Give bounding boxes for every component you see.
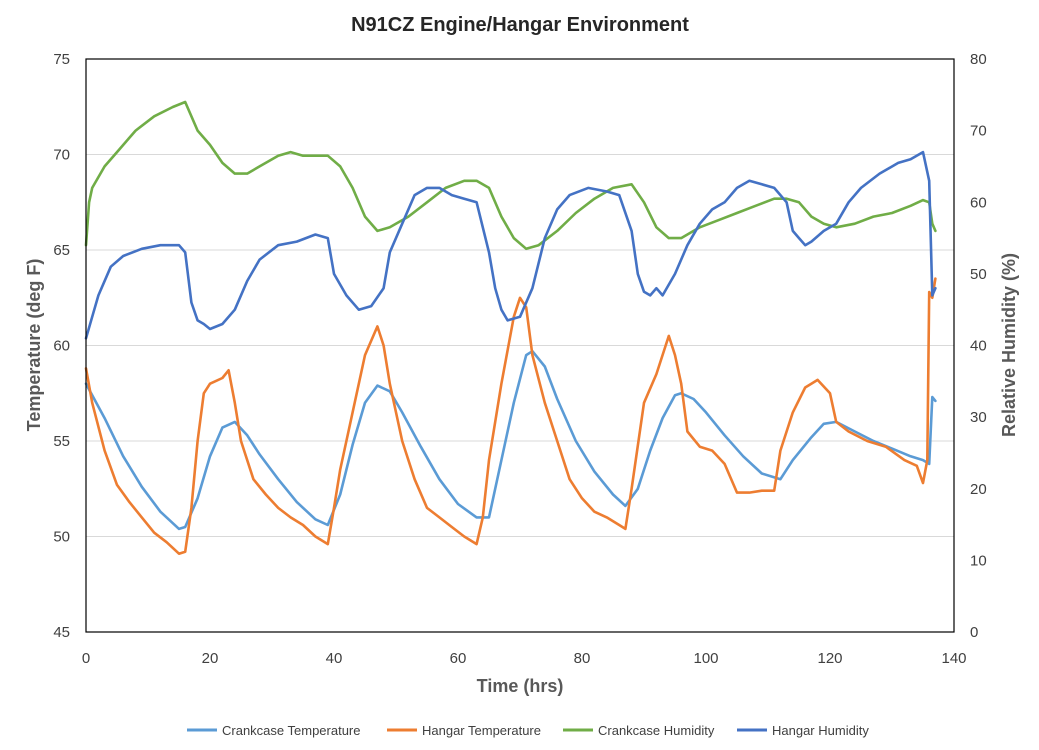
series-line-crankcase-humidity [84,100,937,251]
legend-label: Crankcase Humidity [598,723,715,738]
left-y-tick-label: 75 [53,51,70,68]
series-line-crankcase-temperature [84,349,937,531]
x-tick-label: 100 [693,650,718,667]
x-tick-label: 20 [202,650,219,667]
series-layer [84,100,937,556]
right-y-tick-label: 60 [970,194,987,211]
legend-label: Crankcase Temperature [222,723,361,738]
right-y-tick-label: 30 [970,409,987,426]
left-y-tick-label: 50 [53,529,70,546]
right-y-axis-title: Relative Humidity (%) [999,253,1019,437]
left-y-tick-label: 65 [53,242,70,259]
left-y-tick-label: 70 [53,147,70,164]
x-tick-label: 60 [450,650,467,667]
right-y-tick-label: 50 [970,266,987,283]
left-y-tick-label: 60 [53,338,70,355]
x-axis-tick-labels: 0 20 40 60 80 100 120 140 [82,650,967,667]
series-line-hangar-temperature [84,277,937,556]
x-tick-label: 120 [817,650,842,667]
left-y-tick-label: 55 [53,433,70,450]
horizontal-gridlines [86,58,954,633]
plot-area-frame [85,58,955,633]
right-y-tick-label: 70 [970,123,987,140]
right-y-tick-label: 20 [970,481,987,498]
x-axis-title: Time (hrs) [477,676,564,696]
chart-title: N91CZ Engine/Hangar Environment [351,14,689,36]
right-y-axis-tick-labels: 0 10 20 30 40 50 60 70 80 [970,51,987,641]
right-y-tick-label: 80 [970,51,987,68]
left-y-axis-title: Temperature (deg F) [24,259,44,432]
x-tick-label: 0 [82,650,90,667]
x-tick-label: 40 [326,650,343,667]
x-tick-label: 80 [574,650,591,667]
left-y-axis-tick-labels: 45 50 55 60 65 70 75 [53,51,70,641]
right-y-tick-label: 0 [970,624,978,641]
legend-label: Hangar Humidity [772,723,869,738]
right-y-tick-label: 40 [970,338,987,355]
series-line-hangar-humidity [84,150,937,340]
legend-label: Hangar Temperature [422,723,541,738]
x-tick-label: 140 [941,650,966,667]
left-y-tick-label: 45 [53,624,70,641]
right-y-tick-label: 10 [970,552,987,569]
legend: Crankcase Temperature Hangar Temperature C… [187,723,869,738]
